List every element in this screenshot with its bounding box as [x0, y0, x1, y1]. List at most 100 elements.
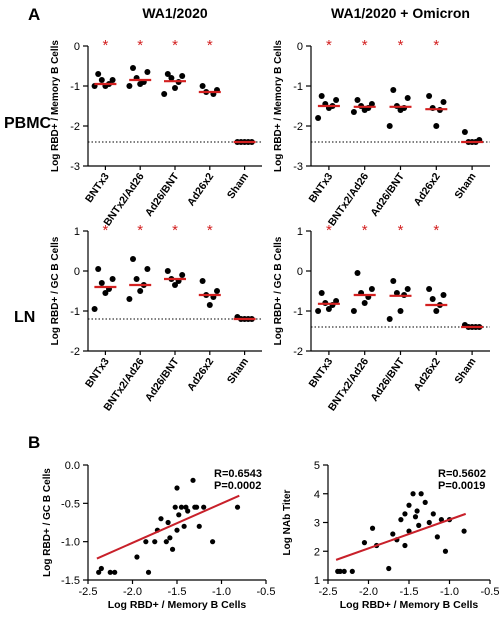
- pbmc_omicron-x-tick-label: Ad26/BNT: [368, 170, 407, 218]
- pbmc_omicron-title: WA1/2020 + Omicron: [331, 5, 470, 21]
- pbmc_omicron-x-tick-label: BNTx3: [306, 171, 335, 205]
- corr_nab-data-point: [438, 517, 444, 523]
- corr_nab-x-tick-label: -0.5: [481, 586, 500, 598]
- corr_nab-data-point: [416, 522, 422, 528]
- pbmc_wa1-data-point: [172, 85, 178, 91]
- ln_omicron-y-axis-label: Log RBD+ / GC B Cells: [273, 236, 284, 345]
- corr_nab-x-tick-label: -1.0: [440, 586, 459, 598]
- row-label-ln: LN: [14, 309, 35, 326]
- pbmc_wa1-x-tick-label: BNTx3: [83, 171, 112, 205]
- corr_nab-data-point: [402, 511, 408, 517]
- corr_gc-x-axis-label: Log RBD+ / Memory B Cells: [108, 599, 247, 611]
- ln_omicron-significance-asterisk: *: [326, 222, 332, 239]
- corr_gc-regression-line: [96, 494, 240, 560]
- corr_nab-y-tick-label: 5: [314, 460, 320, 472]
- ln_wa1-data-point: [137, 288, 144, 294]
- ln_wa1-significance-asterisk: *: [137, 222, 143, 239]
- ln_omicron-x-tick-label: BNTx3: [306, 356, 335, 390]
- corr_nab-data-point: [410, 491, 416, 497]
- pbmc_wa1-data-point: [98, 77, 105, 83]
- corr_nab-y-tick-label: 3: [314, 518, 320, 530]
- corr_nab-data-point: [337, 568, 343, 574]
- pbmc_omicron-data-point: [386, 123, 393, 129]
- corr_gc-data-point: [190, 477, 196, 483]
- corr_gc-data-point: [181, 523, 187, 529]
- corr_gc-data-point: [134, 554, 140, 560]
- row-label-pbmc: PBMC: [4, 115, 52, 132]
- ln_omicron-x-tick-label: Sham: [452, 356, 478, 386]
- pbmc_wa1-y-tick-label: 0: [74, 41, 80, 53]
- pbmc_wa1-x-tick-label: Sham: [225, 171, 251, 201]
- ln_omicron-y-tick-label: 1: [297, 226, 303, 238]
- pbmc_wa1-significance-asterisk: *: [172, 37, 178, 54]
- corr_nab-y-tick-label: 4: [314, 489, 320, 501]
- corr_nab-data-point: [434, 534, 440, 540]
- pbmc_omicron-x-tick-label: Sham: [452, 171, 478, 201]
- pbmc_wa1-y-tick-label: -3: [70, 161, 80, 173]
- corr_gc-data-point: [145, 569, 152, 575]
- corr_gc-data-point: [172, 504, 178, 510]
- ln_omicron-data-point: [354, 270, 361, 276]
- ln_omicron-data-point: [318, 290, 325, 296]
- corr_gc-data-point: [176, 512, 182, 518]
- ln_wa1-data-point: [95, 266, 102, 272]
- pbmc_omicron-data-point: [390, 87, 397, 93]
- ln_omicron-data-point: [361, 300, 368, 306]
- corr_nab-data-point: [422, 499, 428, 505]
- pbmc_omicron-data-point: [354, 97, 361, 103]
- corr_gc-x-tick-label: -2.0: [123, 586, 142, 598]
- pbmc_wa1-data-point: [95, 71, 102, 77]
- ln_omicron-data-point: [325, 306, 332, 312]
- pbmc_wa1-title: WA1/2020: [142, 5, 208, 21]
- ln_omicron-data-point: [440, 292, 447, 298]
- pbmc_wa1-y-axis-label: Log RBD+ / Memory B Cells: [50, 40, 61, 172]
- corr_nab-data-point: [406, 502, 412, 508]
- pbmc_wa1-data-point: [164, 71, 171, 77]
- pbmc_wa1-significance-asterisk: *: [137, 37, 143, 54]
- ln_wa1-significance-asterisk: *: [102, 222, 108, 239]
- corr_gc-data-point: [193, 504, 200, 510]
- corr_gc-data-point: [152, 539, 158, 545]
- corr_gc-data-point: [174, 485, 180, 491]
- corr_nab-x-axis-label: Log RBD+ / Memory B Cells: [340, 599, 479, 611]
- pbmc_wa1-x-tick-label: Ad26/BNT: [143, 170, 182, 218]
- pbmc_wa1-significance-asterisk: *: [102, 37, 108, 54]
- ln_wa1-data-point: [164, 268, 171, 274]
- corr_gc-data-point: [174, 527, 180, 533]
- ln_wa1-significance-asterisk: *: [172, 222, 178, 239]
- ln_omicron-data-point: [429, 296, 436, 302]
- pbmc_wa1-data-point: [126, 83, 133, 89]
- corr_nab-data-point: [418, 491, 424, 497]
- ln_omicron-x-tick-label: Ad26x2: [411, 356, 442, 394]
- corr_nab-y-tick-label: 1: [314, 575, 320, 587]
- pbmc_omicron-y-tick-label: -3: [293, 161, 303, 173]
- pbmc_wa1-data-point: [168, 75, 175, 81]
- corr_gc-data-point: [98, 565, 104, 572]
- pbmc_wa1-data-point: [109, 77, 116, 83]
- ln_wa1-data-point: [102, 290, 109, 296]
- corr_gc-data-point: [178, 504, 185, 510]
- ln_wa1-y-tick-label: 1: [74, 226, 80, 238]
- corr_nab-data-point: [430, 511, 436, 517]
- ln_wa1-data-point: [109, 276, 116, 282]
- corr_gc-data-point: [201, 504, 207, 510]
- pbmc_wa1-data-point: [137, 81, 144, 87]
- ln_wa1-x-tick-label: Sham: [225, 356, 251, 386]
- corr_nab-data-point: [341, 568, 347, 574]
- ln_wa1-data-point: [98, 280, 105, 286]
- corr_gc-x-tick-label: -1.0: [212, 586, 231, 598]
- pbmc_omicron-significance-asterisk: *: [326, 37, 332, 54]
- ln_omicron-data-point: [397, 308, 404, 314]
- corr_nab-data-point: [369, 525, 376, 531]
- pbmc_omicron-y-tick-label: -2: [293, 121, 303, 133]
- pbmc_omicron-x-tick-label: Ad26x2: [411, 171, 442, 209]
- corr_nab-data-point: [412, 514, 419, 520]
- ln_wa1-y-axis-label: Log RBD+ / GC B Cells: [50, 236, 61, 345]
- ln_omicron-data-point: [390, 278, 397, 284]
- pbmc_omicron-data-point: [361, 107, 368, 113]
- corr_gc-data-point: [112, 569, 118, 575]
- pbmc_omicron-y-axis-label: Log RBD+ / Memory B Cells: [273, 40, 284, 172]
- corr_gc-data-point: [169, 546, 176, 552]
- ln_wa1-data-point: [214, 288, 220, 294]
- corr_gc-x-tick-label: -1.5: [168, 586, 187, 598]
